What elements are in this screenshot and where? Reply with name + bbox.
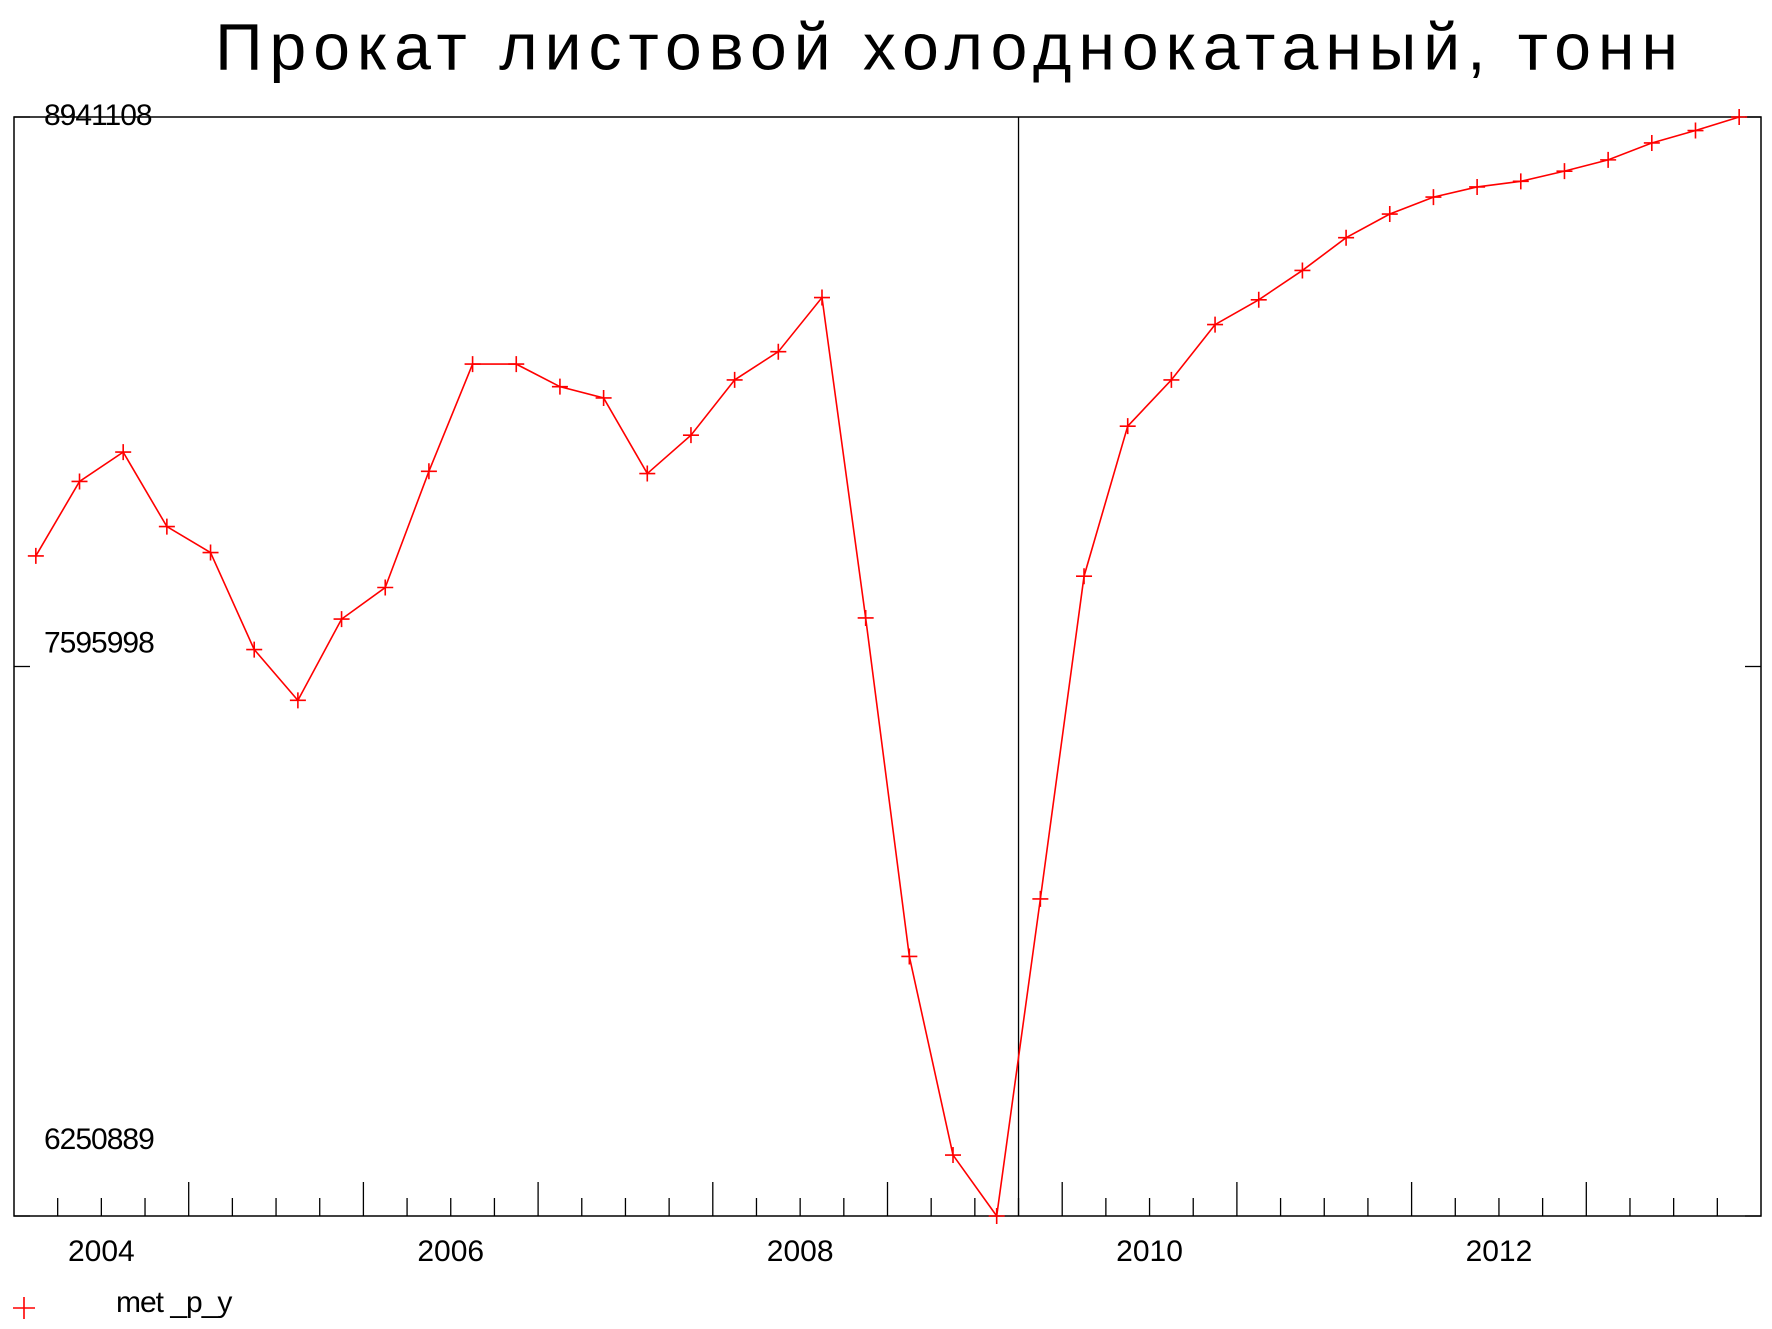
point-marker	[1119, 418, 1136, 435]
point-marker	[158, 518, 175, 535]
point-marker	[639, 465, 656, 482]
point-marker	[289, 692, 306, 709]
point-marker	[202, 544, 219, 561]
point-marker	[333, 611, 350, 628]
point-marker	[1207, 316, 1224, 333]
y-tick-label: 8941108	[44, 99, 152, 132]
point-marker	[1643, 134, 1660, 151]
point-marker	[682, 427, 699, 444]
point-marker	[27, 547, 44, 564]
point-marker	[246, 641, 263, 658]
point-marker	[1294, 262, 1311, 279]
point-marker	[1076, 568, 1093, 585]
point-marker	[1731, 109, 1748, 125]
point-marker	[1381, 206, 1398, 223]
point-marker	[551, 378, 568, 395]
x-tick-label: 2008	[767, 1235, 834, 1268]
point-marker	[813, 289, 830, 306]
x-tick-label: 2010	[1116, 1235, 1183, 1268]
x-tick-label: 2006	[417, 1235, 484, 1268]
x-tick-label: 2012	[1466, 1235, 1533, 1268]
point-marker	[945, 1147, 962, 1164]
point-marker	[1687, 122, 1704, 139]
chart-title: Прокат листовой холоднокатаный, тонн	[215, 9, 1685, 83]
point-marker	[770, 343, 787, 360]
point-marker	[857, 609, 874, 626]
point-marker	[1163, 371, 1180, 388]
point-marker	[595, 389, 612, 406]
point-marker	[464, 356, 481, 373]
point-marker	[71, 473, 88, 490]
point-marker	[115, 444, 132, 461]
legend-label: met _p_y	[116, 1286, 232, 1319]
plot-frame	[13, 116, 1762, 1217]
point-marker	[1425, 189, 1442, 206]
series-line	[35, 116, 1740, 1219]
point-marker	[1469, 178, 1486, 195]
point-marker	[1338, 229, 1355, 246]
y-tick-label: 6250889	[44, 1123, 154, 1156]
point-marker	[1250, 291, 1267, 308]
point-marker	[988, 1208, 1005, 1224]
point-marker	[1032, 890, 1049, 907]
point-marker	[901, 948, 918, 965]
point-marker	[1512, 173, 1529, 190]
legend-marker	[13, 1297, 35, 1319]
point-marker	[726, 371, 743, 388]
point-marker	[420, 463, 437, 480]
point-marker	[377, 579, 394, 596]
point-marker	[1556, 163, 1573, 180]
y-tick-label: 7595998	[44, 626, 154, 659]
point-marker	[508, 356, 525, 373]
point-marker	[1600, 151, 1617, 168]
x-tick-label: 2004	[68, 1235, 135, 1268]
